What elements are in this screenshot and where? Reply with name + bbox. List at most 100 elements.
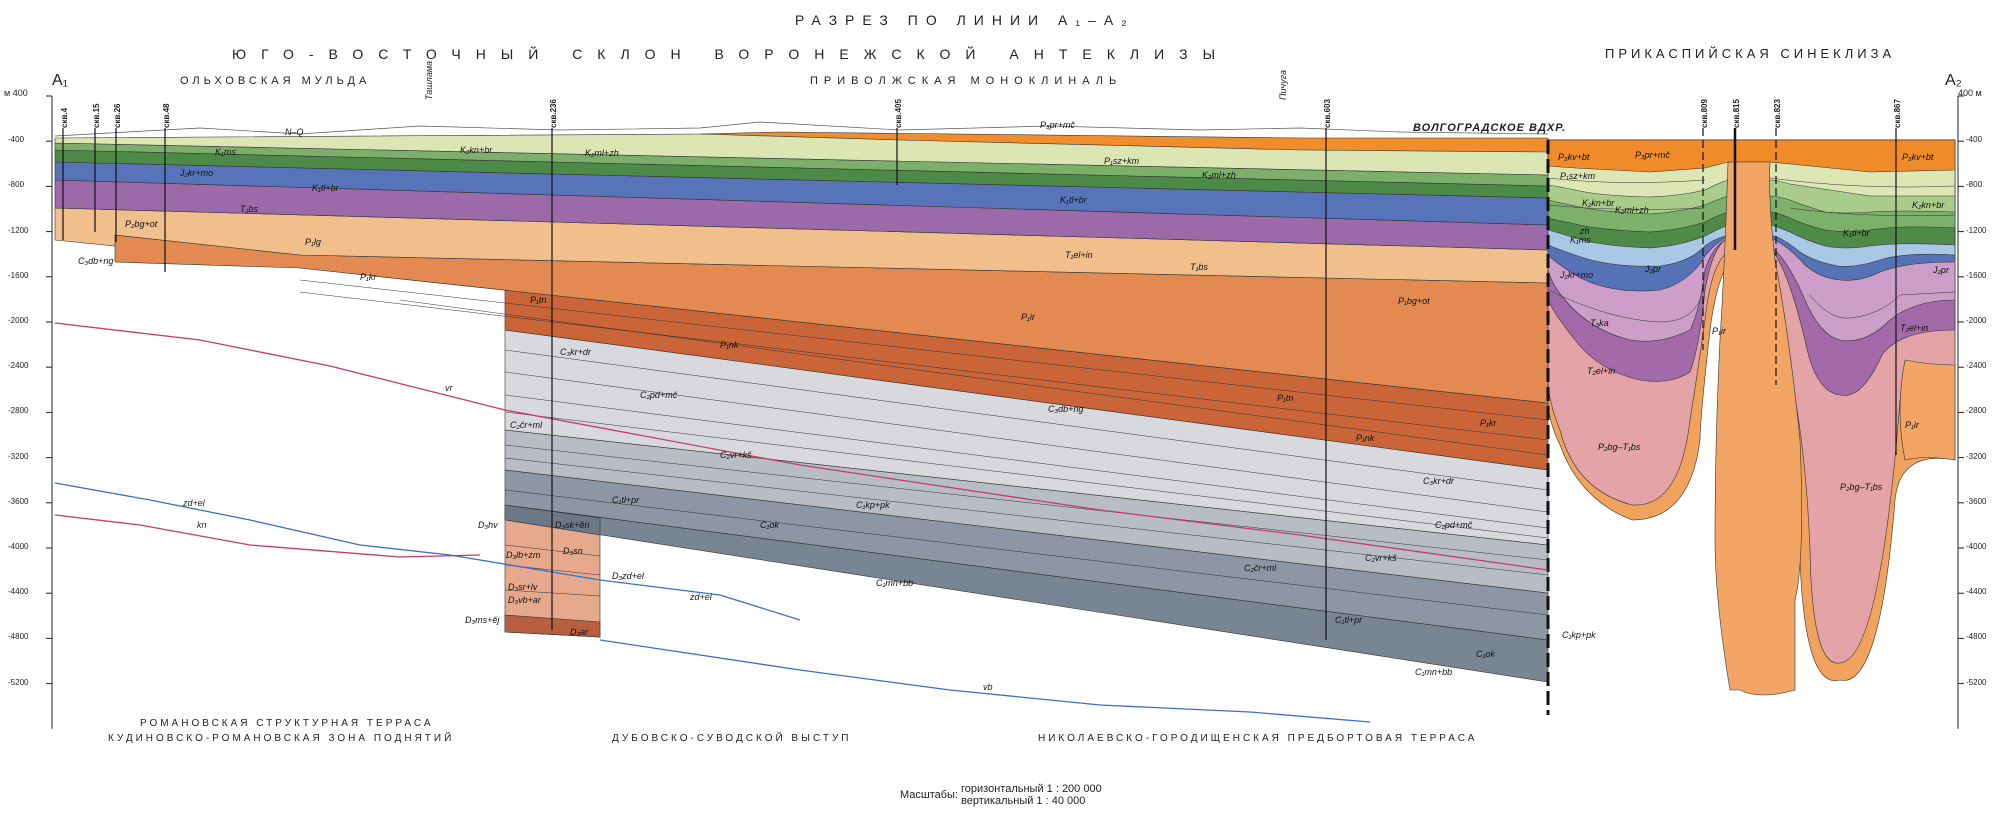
depth-tick-label: -3200 [8, 451, 29, 461]
depth-tick-label: -4000 [1966, 542, 1987, 551]
reflector-lines [54, 322, 1549, 723]
stratum-label: C₃kr+dr [1423, 476, 1454, 486]
stratum-label: D₃sk+ěn [555, 520, 590, 530]
depth-axes [46, 95, 1964, 729]
stratum-label: P₁kr [360, 272, 377, 282]
stratum-label: P₁nk [720, 340, 739, 350]
reflector-vr [54, 322, 1549, 571]
well-label: скв.236 [549, 99, 558, 128]
river-label: Ташлама [424, 60, 434, 100]
line-end-label: А₂ [1945, 72, 1962, 89]
reflector-label: vr [445, 383, 453, 393]
stratum-label: J₂kr+mo [1560, 270, 1594, 280]
reservoir-label: ВОЛГОГРАДСКОЕ ВДХР. [1413, 122, 1567, 134]
stratum-label: K₂ml+zh [1615, 205, 1649, 215]
depth-tick-label: -3600 [1966, 496, 1987, 506]
stratum-label: J₂pr [1933, 265, 1949, 275]
scale-legend: Масштабы: горизонтальный 1 : 200 000 вер… [900, 783, 1102, 807]
stratum-label: K₁tl+br [1843, 228, 1870, 238]
stratum-label: D₃ar [570, 627, 589, 637]
stratum-label: P₁sz+km [1104, 156, 1140, 166]
well-label: скв.405 [894, 99, 903, 128]
reflector-vb [599, 639, 1371, 723]
stratum-label: P₁nk [1356, 433, 1375, 443]
reflector-label: kn [197, 520, 207, 530]
depth-tick-label: -2000 [1966, 316, 1987, 325]
zone-label: НИКОЛАЕВСКО-ГОРОДИЩЕНСКАЯ ПРЕДБОРТОВАЯ Т… [1038, 733, 1478, 744]
stratum-label: D₃zd+el [612, 571, 644, 581]
stratum-label: C₂čr+ml [510, 420, 543, 430]
stratum-label: zh [1580, 226, 1590, 236]
stratum-label: C₂pd+mč [640, 390, 678, 400]
depth-tick-label: -400 [8, 135, 25, 145]
depth-tick-label: -800 [8, 180, 25, 190]
depth-tick-label: -4000 [8, 542, 29, 551]
stratum-label: P₁tn [530, 295, 547, 305]
zone-label: РОМАНОВСКАЯ СТРУКТУРНАЯ ТЕРРАСА [140, 718, 434, 729]
unit-right-label: 400 м [1958, 88, 1982, 98]
stratum-label: C₁ok [1476, 649, 1495, 659]
stratum-label: J₂pr [1645, 264, 1661, 274]
wells [62, 128, 1897, 640]
region-right-label: ПРИКАСПИЙСКАЯ СИНЕКЛИЗА [1605, 46, 1896, 61]
unit-left-label: м 400 [4, 88, 28, 98]
stratum-label: P₃kv+bt [1902, 152, 1934, 162]
stratum-label: C₃db+ng [78, 256, 114, 266]
subregion-left-label: ОЛЬХОВСКАЯ МУЛЬДА [180, 75, 371, 87]
depth-tick-label: -800 [1966, 180, 1983, 190]
stratum-label: C₁mn+bb [1415, 667, 1453, 677]
stratum-label: T₁el+in [1065, 250, 1093, 260]
stratum-label: K₂ml+zh [585, 148, 619, 158]
stratum-label: T₂el+in [1900, 323, 1929, 333]
reflector-kn [54, 514, 481, 558]
stratum-label: D₃sn [563, 546, 583, 556]
stratum-label: P₂bg–T₁bs [1840, 482, 1883, 492]
reflector-label: vb [983, 682, 993, 692]
salt-dome-right [1899, 359, 1956, 461]
section-title: РАЗРЕЗ ПО ЛИНИИ А₁–А₂ [795, 12, 1135, 28]
stratum-label: P₃kv+bt [1558, 152, 1590, 162]
well-label: скв.867 [1893, 99, 1902, 128]
stratum-label: T₃ka [1590, 318, 1609, 328]
stratum-label: C₁kp+pk [856, 500, 890, 510]
reflector-label: zd+el [183, 498, 205, 508]
stratum-label: K₂kn+br [1582, 198, 1615, 208]
stratum-label: P₁ir [1905, 420, 1919, 430]
stratum-label: P₁ir [1021, 312, 1035, 322]
stratum-label: D₃vb+ar [508, 595, 541, 605]
stratum-label: C₂vr+kš [720, 450, 752, 460]
bedding-lines [299, 279, 1549, 616]
well-label: скв.15 [92, 103, 101, 129]
stratum-label: C₁mn+bb [876, 578, 914, 588]
depth-tick-label: -2400 [1966, 361, 1987, 371]
platform-strata [54, 121, 1549, 683]
well-label: скв.823 [1773, 99, 1782, 128]
stratum-label: K₁tl+br [312, 183, 339, 193]
stratum-label: P₃pr+mč [1040, 120, 1075, 130]
zone-label: КУДИНОВСКО-РОМАНОВСКАЯ ЗОНА ПОДНЯТИЙ [108, 733, 455, 744]
stratum-label: C₁tl+pr [1335, 615, 1363, 625]
stratum-label: C₁ok [760, 520, 779, 530]
line-start-label: А₁ [52, 72, 69, 89]
depth-tick-label: -3200 [1966, 451, 1987, 461]
stratum-label: K₁tl+br [1060, 195, 1087, 205]
depth-tick-label: -4400 [1966, 587, 1987, 597]
depth-tick-label: -400 [1966, 135, 1983, 145]
stratum-label: P₁kr [1480, 418, 1497, 428]
stratum-label: P₁lg [305, 237, 321, 247]
topography [54, 121, 1549, 137]
depth-tick-label: -1600 [8, 270, 29, 280]
scale-horizontal: горизонтальный 1 : 200 000 [961, 783, 1102, 795]
stratum-label: P₁tn [1277, 393, 1294, 403]
depth-tick-label: -3600 [8, 496, 29, 506]
well-label: скв.4 [60, 107, 69, 128]
stratum-label: C₃db+ng [1048, 404, 1084, 414]
stratum-label: T₁bs [1190, 262, 1208, 272]
stratum-label: P₂bg+ot [125, 219, 158, 229]
stratum-label: P₁ir [1712, 326, 1726, 336]
stratum-label: D₃lb+zm [506, 550, 541, 560]
well-label: скв.48 [162, 103, 171, 129]
stratum-label: C₁tl+pr [612, 495, 640, 505]
